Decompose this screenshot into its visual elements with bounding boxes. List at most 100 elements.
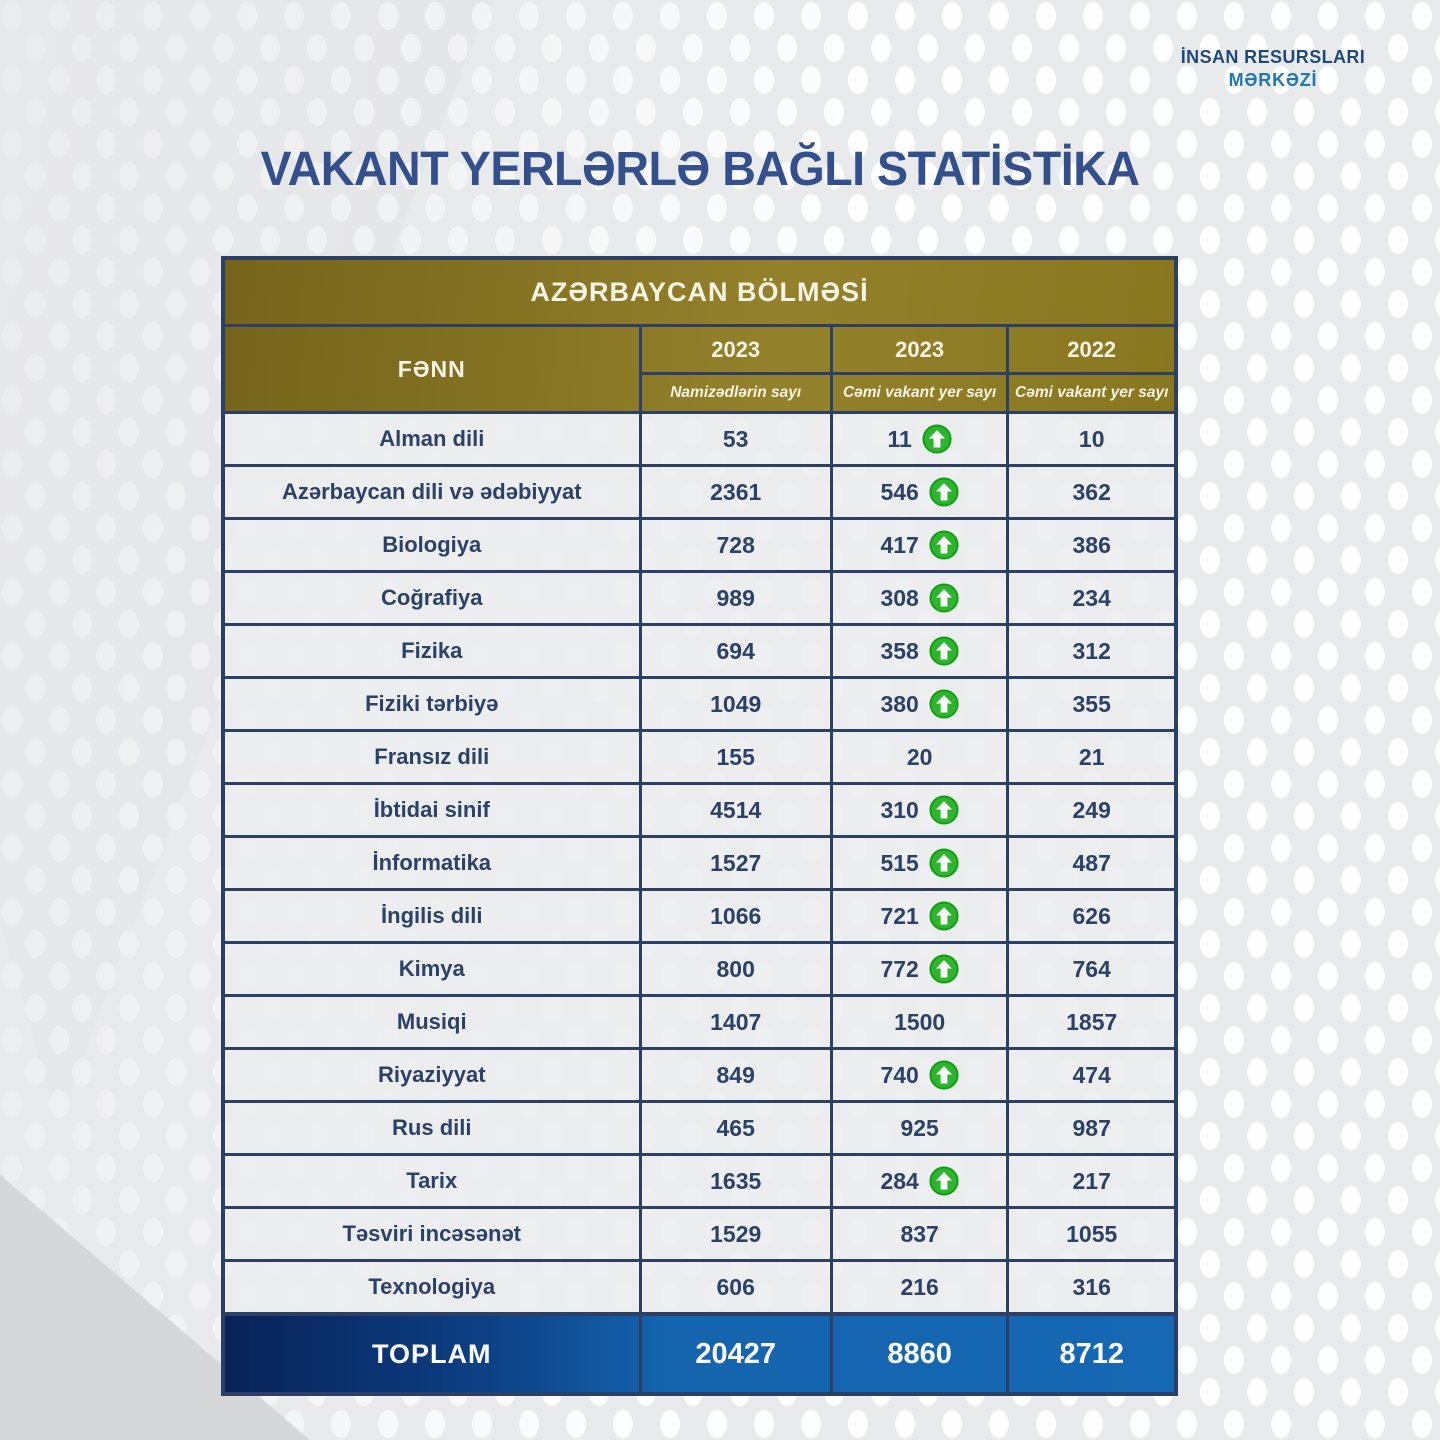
- candidates-2023-cell: 1635: [638, 1156, 830, 1206]
- table-row: Fransız dili 155 20 21: [225, 729, 1174, 782]
- candidates-2023-cell-value: 800: [716, 955, 755, 982]
- vacant-2022-cell-value: 362: [1072, 478, 1111, 505]
- subject-cell: İngilis dili: [225, 891, 639, 941]
- increase-arrow-icon: [929, 901, 959, 931]
- subject-cell: Texnologiya: [225, 1262, 639, 1312]
- candidates-2023-cell-value: 1049: [710, 690, 762, 717]
- total-candidates-2023: 20427: [638, 1316, 830, 1392]
- vacant-2023-cell-value: 216: [900, 1273, 939, 1300]
- logo-text-line-2: MƏRKƏZİ: [1228, 70, 1318, 91]
- vacant-2022-cell-value: 217: [1072, 1167, 1111, 1194]
- candidates-2023-cell-value: 4514: [710, 796, 762, 823]
- vacant-2022-cell: 386: [1006, 520, 1174, 570]
- page-title: VAKANT YERLƏRLƏ BAĞLI STATİSTİKA: [260, 143, 1140, 196]
- table-column-headers: FƏNN 2023 2023 2022 Namizədlərin sayı Cə…: [225, 324, 1174, 411]
- column-subheader-total-vacant-2023: Cəmi vakant yer sayı: [829, 372, 1007, 411]
- column-subheader-candidates-count: Namizədlərin sayı: [638, 372, 830, 411]
- vacant-2022-cell: 764: [1006, 944, 1174, 994]
- candidates-2023-cell-value: 53: [722, 425, 749, 452]
- statistics-table: AZƏRBAYCAN BÖLMƏSİ FƏNN 2023 2023 2022 N…: [221, 256, 1178, 1396]
- candidates-2023-cell-value: 606: [716, 1273, 755, 1300]
- vacant-2022-cell-value: 10: [1078, 425, 1105, 452]
- table-total-row: TOPLAM 20427 8860 8712: [225, 1312, 1174, 1392]
- vacant-2022-cell-value: 355: [1072, 690, 1111, 717]
- table-row: Təsviri incəsənət 1529 837 1055: [225, 1206, 1174, 1259]
- table-row: Rus dili 465 925 987: [225, 1100, 1174, 1153]
- table-row: Tarix 1635 284 217: [225, 1153, 1174, 1206]
- vacant-2022-cell-value: 487: [1072, 849, 1111, 876]
- vacant-2023-cell: 515: [829, 838, 1007, 888]
- vacant-2023-cell-value: 515: [880, 849, 919, 876]
- candidates-2023-cell: 53: [638, 414, 830, 464]
- increase-arrow-icon: [929, 477, 959, 507]
- vacant-2023-cell: 284: [829, 1156, 1007, 1206]
- total-vacant-2023: 8860: [829, 1316, 1007, 1392]
- table-row: Fiziki tərbiyə 1049 380 355: [225, 676, 1174, 729]
- vacant-2023-cell-value: 310: [880, 796, 919, 823]
- increase-arrow-icon: [929, 1166, 959, 1196]
- vacant-2023-cell-value: 380: [880, 690, 919, 717]
- total-label: TOPLAM: [372, 1338, 492, 1369]
- vacant-2022-cell-value: 386: [1072, 531, 1111, 558]
- increase-arrow-icon: [929, 689, 959, 719]
- vacant-2023-cell-value: 358: [880, 637, 919, 664]
- vacant-2023-cell: 216: [829, 1262, 1007, 1312]
- vacant-2022-cell-value: 474: [1072, 1061, 1111, 1088]
- increase-arrow-icon: [929, 954, 959, 984]
- increase-arrow-icon: [929, 795, 959, 825]
- subject-cell: İnformatika: [225, 838, 639, 888]
- vacant-2023-cell: 1500: [829, 997, 1007, 1047]
- table-row: Fizika 694 358 312: [225, 623, 1174, 676]
- candidates-2023-cell-value: 1529: [710, 1220, 762, 1247]
- candidates-2023-cell: 800: [638, 944, 830, 994]
- candidates-2023-cell: 2361: [638, 467, 830, 517]
- candidates-2023-cell: 465: [638, 1103, 830, 1153]
- total-vacant-2022: 8712: [1006, 1316, 1174, 1392]
- vacant-2022-cell-value: 1857: [1066, 1008, 1118, 1035]
- vacant-2023-cell: 740: [829, 1050, 1007, 1100]
- subject-cell: Alman dili: [225, 414, 639, 464]
- table-body: Alman dili 53 11 10 Azərbaycan dili və ədəbi…: [225, 411, 1174, 1312]
- vacant-2023-cell-value: 772: [880, 955, 919, 982]
- candidates-2023-cell-value: 728: [716, 531, 755, 558]
- vacant-2023-cell: 310: [829, 785, 1007, 835]
- candidates-2023-cell: 155: [638, 732, 830, 782]
- subject-cell-value: Fransız dili: [374, 744, 490, 769]
- vacant-2023-cell: 546: [829, 467, 1007, 517]
- subject-cell-value: Fiziki tərbiyə: [365, 691, 499, 716]
- vacant-2022-cell-value: 764: [1072, 955, 1111, 982]
- column-subheader-total-vacant-2022: Cəmi vakant yer sayı: [1006, 372, 1174, 411]
- subject-cell: Musiqi: [225, 997, 639, 1047]
- logo: İNSAN RESURSLARI MƏRKƏZİ: [1148, 46, 1398, 93]
- subject-cell-value: Alman dili: [379, 426, 485, 451]
- vacant-2023-cell: 837: [829, 1209, 1007, 1259]
- subject-cell-value: Texnologiya: [368, 1274, 496, 1299]
- column-header-year-2022-vacant: 2022: [1006, 327, 1174, 372]
- vacant-2022-cell-value: 21: [1078, 743, 1105, 770]
- subject-cell-value: İngilis dili: [381, 903, 483, 928]
- vacant-2022-cell-value: 626: [1072, 902, 1111, 929]
- subject-cell-value: Tarix: [406, 1168, 458, 1193]
- vacant-2023-cell-value: 837: [900, 1220, 939, 1247]
- subject-cell: Rus dili: [225, 1103, 639, 1153]
- table-row: Azərbaycan dili və ədəbiyyat 2361 546 362: [225, 464, 1174, 517]
- subject-cell: Riyaziyyat: [225, 1050, 639, 1100]
- column-header-subject: FƏNN: [397, 355, 466, 382]
- candidates-2023-cell-value: 1527: [710, 849, 762, 876]
- candidates-2023-cell: 989: [638, 573, 830, 623]
- increase-arrow-icon: [929, 636, 959, 666]
- section-header-label: AZƏRBAYCAN BÖLMƏSİ: [530, 276, 869, 307]
- vacant-2022-cell: 1857: [1006, 997, 1174, 1047]
- table-section-header: AZƏRBAYCAN BÖLMƏSİ: [225, 260, 1174, 324]
- vacant-2022-cell: 10: [1006, 414, 1174, 464]
- candidates-2023-cell: 1407: [638, 997, 830, 1047]
- table-row: Riyaziyyat 849 740 474: [225, 1047, 1174, 1100]
- vacant-2022-cell: 487: [1006, 838, 1174, 888]
- table-row: Alman dili 53 11 10: [225, 411, 1174, 464]
- subject-cell-value: Coğrafiya: [381, 585, 483, 610]
- vacant-2023-cell-value: 308: [880, 584, 919, 611]
- vacant-2023-cell-value: 925: [900, 1114, 939, 1141]
- candidates-2023-cell: 1529: [638, 1209, 830, 1259]
- vacant-2023-cell: 380: [829, 679, 1007, 729]
- subject-cell-value: Azərbaycan dili və ədəbiyyat: [281, 479, 582, 504]
